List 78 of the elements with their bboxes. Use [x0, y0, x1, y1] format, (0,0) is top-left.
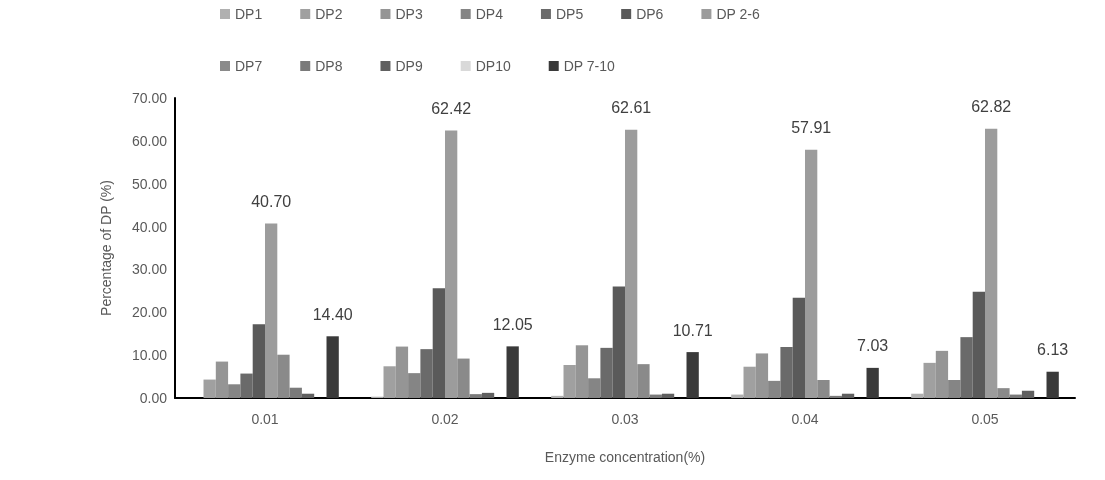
- bar: [301, 393, 315, 398]
- bar: [457, 358, 470, 398]
- legend-label: DP3: [395, 6, 423, 22]
- bar: [252, 324, 265, 398]
- bar: [1046, 371, 1059, 398]
- legend-label: DP10: [475, 58, 511, 74]
- y-tick-label: 10.00: [131, 347, 168, 364]
- bar: [985, 128, 998, 398]
- y-tick-label: 70.00: [131, 90, 168, 106]
- y-tick-label: 20.00: [131, 304, 168, 321]
- bar: [948, 380, 961, 398]
- bar: [445, 130, 458, 398]
- y-tick-label: 0.00: [139, 390, 168, 406]
- data-label: 62.82: [971, 98, 1012, 116]
- bar: [625, 129, 638, 398]
- bar: [768, 380, 781, 398]
- legend-label: DP4: [475, 6, 504, 22]
- bar: [551, 395, 564, 398]
- y-tick-label: 50.00: [131, 175, 168, 192]
- bar: [612, 286, 625, 398]
- bar: [661, 393, 675, 398]
- bar: [866, 367, 879, 398]
- data-label: 40.70: [251, 193, 292, 211]
- bar: [600, 347, 613, 398]
- data-label: 62.42: [431, 99, 472, 117]
- bar: [506, 346, 519, 398]
- bar: [731, 394, 744, 398]
- bar: [277, 354, 290, 398]
- bar: [408, 373, 421, 398]
- bar: [326, 336, 339, 398]
- data-label: 10.71: [672, 321, 713, 339]
- y-axis-title: Percentage of DP (%): [98, 180, 114, 316]
- data-label: 62.61: [611, 99, 652, 117]
- bar: [972, 291, 985, 398]
- x-axis-title: Enzyme concentration(%): [544, 449, 706, 465]
- legend-label: DP 2-6: [716, 6, 760, 22]
- bar: [265, 223, 278, 398]
- bar: [829, 395, 842, 398]
- bar: [686, 352, 699, 398]
- y-tick-label: 60.00: [131, 132, 168, 149]
- bar: [637, 364, 650, 398]
- bar: [469, 394, 482, 398]
- data-label: 12.05: [492, 315, 533, 333]
- bar: [997, 388, 1010, 398]
- y-tick-label: 30.00: [131, 261, 168, 278]
- legend-label: DP 7-10: [563, 58, 616, 74]
- bar: [792, 297, 805, 398]
- bar: [420, 349, 433, 398]
- bar: [960, 337, 973, 398]
- bar: [228, 384, 241, 398]
- bar: [289, 387, 302, 398]
- legend-label: DP1: [235, 6, 263, 22]
- data-label: 6.13: [1037, 341, 1069, 359]
- legend-label: DP5: [555, 6, 584, 22]
- y-tick-label: 40.00: [131, 218, 168, 235]
- legend-label: DP6: [636, 6, 664, 22]
- bar: [911, 393, 924, 398]
- bar: [817, 380, 830, 398]
- x-tick-label: 0.01: [251, 411, 279, 427]
- legend-label: DP8: [315, 58, 343, 74]
- bar: [240, 373, 253, 398]
- x-tick-label: 0.03: [611, 411, 639, 427]
- legend-label: DP9: [395, 58, 423, 74]
- legend-label: DP2: [315, 6, 343, 22]
- data-label: 14.40: [312, 305, 353, 323]
- legend-label: DP7: [235, 58, 263, 74]
- bar: [481, 392, 495, 398]
- bar: [1021, 390, 1035, 398]
- bar: [780, 347, 793, 398]
- x-tick-label: 0.05: [971, 411, 999, 427]
- data-label: 7.03: [857, 337, 889, 355]
- bar: [432, 288, 445, 398]
- x-tick-label: 0.02: [431, 411, 459, 427]
- data-label: 57.91: [791, 119, 832, 137]
- bar: [841, 393, 855, 398]
- x-tick-label: 0.04: [791, 411, 819, 427]
- bar: [588, 378, 601, 398]
- bar: [805, 149, 818, 398]
